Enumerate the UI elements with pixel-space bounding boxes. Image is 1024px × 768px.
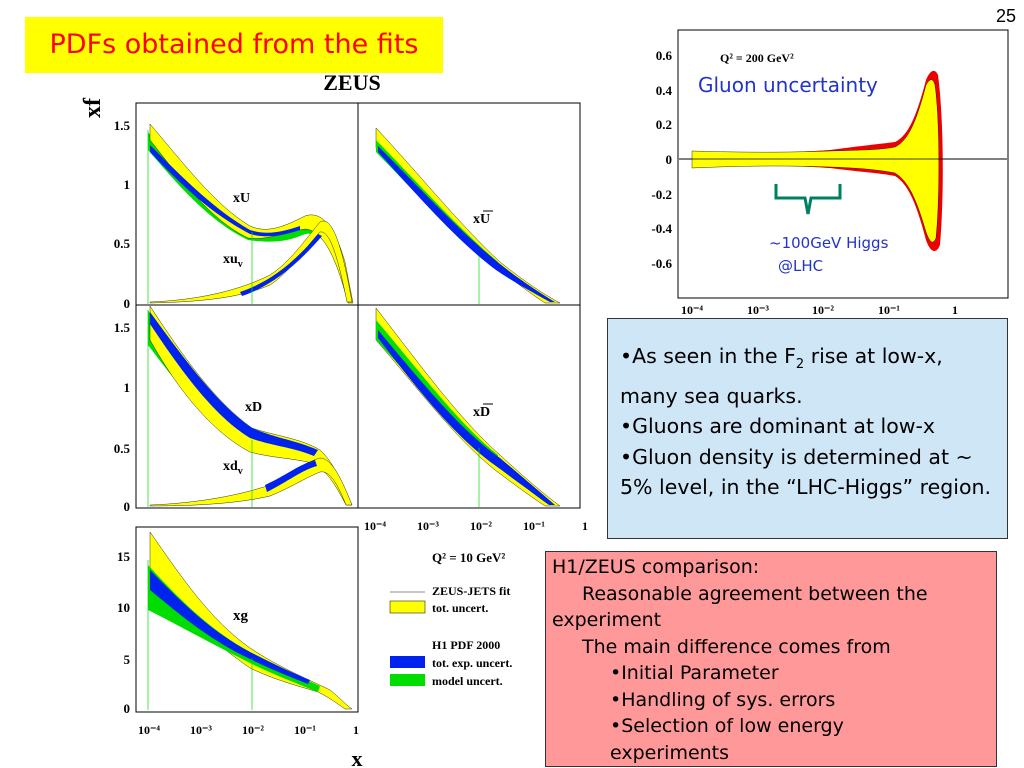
- higgs-bracket: [774, 184, 842, 215]
- ytick-xg-0: 0: [124, 701, 131, 716]
- page-number: 25: [995, 6, 1016, 26]
- gluon-yellow-band: [691, 79, 940, 243]
- gluon-title: Gluon uncertainty: [698, 73, 878, 97]
- panel-xg: xg: [147, 531, 353, 710]
- gluon-ytick-0: 0.6: [656, 48, 673, 63]
- gluon-xtick-3: 10⁻¹: [878, 303, 900, 317]
- label-xdv: xdv: [223, 459, 243, 477]
- xtick-labels-xdbar: 10⁻⁴ 10⁻³ 10⁻² 10⁻¹ 1: [364, 519, 588, 533]
- xtick-xdbar-3: 10⁻¹: [523, 519, 545, 533]
- ytick-xu-3: 1.5: [114, 118, 131, 133]
- panel-xubar-frame: [357, 102, 581, 306]
- gluon-xtick-4: 1: [952, 303, 958, 317]
- panel-xdbar: xD: [375, 307, 561, 507]
- ytick-xd-1: 0.5: [114, 441, 131, 456]
- label-xuv: xuv: [223, 252, 243, 270]
- legend-h1-exp-swatch: [390, 656, 425, 668]
- xdbar-yellow-band: [375, 307, 561, 507]
- higgs-label-2: @LHC: [778, 257, 823, 275]
- ytick-labels-xg: 0 5 10 15: [117, 549, 131, 716]
- gluon-xtick-1: 10⁻³: [747, 303, 769, 317]
- xu-valence-blue-band: [240, 234, 322, 296]
- observation-bullet-2: •Gluons are dominant at low-x: [620, 414, 936, 439]
- comparison-heading: H1/ZEUS comparison:: [552, 556, 760, 578]
- xtick-xdbar-0: 10⁻⁴: [364, 519, 386, 533]
- legend-zeus-swatch: [389, 600, 426, 614]
- xtick-labels-xg: 10⁻⁴ 10⁻³ 10⁻² 10⁻¹ 1: [138, 723, 359, 737]
- comparison-item-3: •Selection of low energy experiments: [610, 715, 844, 764]
- xu-sea-blue-band: [150, 145, 300, 237]
- gluon-ytick-5: -0.4: [651, 221, 672, 236]
- label-xdbar: xD: [473, 405, 490, 420]
- legend-zeus-fit: ZEUS-JETS fit: [432, 584, 510, 598]
- xtick-xg-1: 10⁻³: [190, 723, 212, 737]
- left-legend: Q² = 10 GeV² ZEUS-JETS fit tot. uncert. …: [389, 550, 512, 688]
- panel-xubar: xU: [375, 127, 561, 304]
- gluon-ytick-6: -0.6: [651, 256, 672, 271]
- label-xubar: xU: [473, 212, 490, 227]
- xtick-xdbar-4: 1: [582, 519, 588, 533]
- xd-valence-blue: [265, 460, 317, 492]
- gluon-ytick-4: -0.2: [651, 187, 672, 202]
- gluon-ytick-1: 0.4: [656, 83, 673, 98]
- ytick-xu-0: 0: [124, 296, 131, 311]
- xtick-xdbar-1: 10⁻³: [417, 519, 439, 533]
- label-xd: xD: [245, 400, 262, 415]
- comparison-difference: The main difference comes from: [582, 635, 891, 658]
- ytick-xd-2: 1: [124, 380, 131, 395]
- comparison-box: H1/ZEUS comparison: Reasonable agreement…: [545, 551, 997, 767]
- xu-sea-yellow-band: [149, 123, 354, 304]
- gluon-ytick-2: 0.2: [656, 117, 672, 132]
- legend-h1-exp: tot. exp. uncert.: [432, 656, 512, 670]
- label-xu: xU: [233, 191, 250, 206]
- slide-title: PDFs obtained from the fits: [49, 29, 419, 60]
- legend-zeus-unc: tot. uncert.: [432, 601, 488, 615]
- gluon-xtick-0: 10⁻⁴: [681, 303, 703, 317]
- xtick-xg-4: 1: [353, 723, 359, 737]
- ytick-xu-2: 1: [124, 177, 131, 192]
- legend-h1-model-swatch: [390, 674, 425, 686]
- gluon-q2-label: Q² = 200 GeV²: [720, 51, 794, 65]
- gluon-xtick-2: 10⁻²: [812, 303, 834, 317]
- ytick-xu-1: 0.5: [114, 236, 131, 251]
- observation-bullet-1: •As seen in the F2 rise at low-x, many s…: [620, 344, 943, 408]
- zeus-title: ZEUS: [323, 70, 380, 95]
- x-axis-title: x: [352, 746, 363, 768]
- ytick-xd-0: 0: [124, 499, 131, 514]
- q2-label: Q² = 10 GeV²: [432, 550, 505, 565]
- comparison-agreement: Reasonable agreement between the experim…: [552, 582, 928, 632]
- xtick-xdbar-2: 10⁻²: [470, 519, 492, 533]
- xtick-xg-3: 10⁻¹: [294, 723, 316, 737]
- ytick-xg-1: 5: [124, 652, 131, 667]
- comparison-item-2: •Handling of sys. errors: [610, 688, 836, 711]
- xu-valence-band: [149, 220, 353, 304]
- xtick-xg-2: 10⁻²: [242, 723, 264, 737]
- panel-xg-frame: [135, 526, 359, 713]
- panel-xd: xD xdv: [147, 305, 353, 507]
- ytick-labels-xu: 0 0.5 1 1.5: [114, 118, 131, 311]
- xubar-yellow-band: [375, 127, 561, 304]
- ytick-xg-3: 15: [117, 549, 131, 564]
- label-xg: xg: [233, 608, 249, 624]
- gluon-ytick-3: 0: [666, 152, 673, 167]
- ytick-xg-2: 10: [117, 600, 130, 615]
- gluon-panel: 0.6 0.4 0.2 0 -0.2 -0.4 -0.6 10⁻⁴ 10⁻³ 1…: [651, 48, 1007, 317]
- observation-bullet-3: •Gluon density is determined at ~ 5% lev…: [620, 444, 992, 500]
- gluon-panel-frame: [677, 29, 1009, 299]
- observation-box: •As seen in the F2 rise at low-x, many s…: [607, 318, 1008, 539]
- xdbar-green-band: [376, 320, 498, 463]
- higgs-label-1: ~100GeV Higgs: [769, 234, 889, 252]
- comparison-item-1: •Initial Parameter: [610, 662, 779, 684]
- legend-h1-title: H1 PDF 2000: [432, 638, 500, 652]
- slide-title-box: PDFs obtained from the fits: [25, 17, 443, 73]
- ytick-xd-3: 1.5: [114, 320, 131, 335]
- xtick-xg-0: 10⁻⁴: [138, 723, 160, 737]
- panel-xu: xU xuv: [147, 123, 354, 304]
- legend-h1-model: model uncert.: [432, 674, 503, 688]
- xd-valence-yellow: [149, 457, 353, 507]
- y-axis-title: xf: [80, 97, 106, 118]
- panel-xdbar-frame: [357, 304, 581, 509]
- ytick-labels-xd: 0 0.5 1 1.5: [114, 320, 131, 514]
